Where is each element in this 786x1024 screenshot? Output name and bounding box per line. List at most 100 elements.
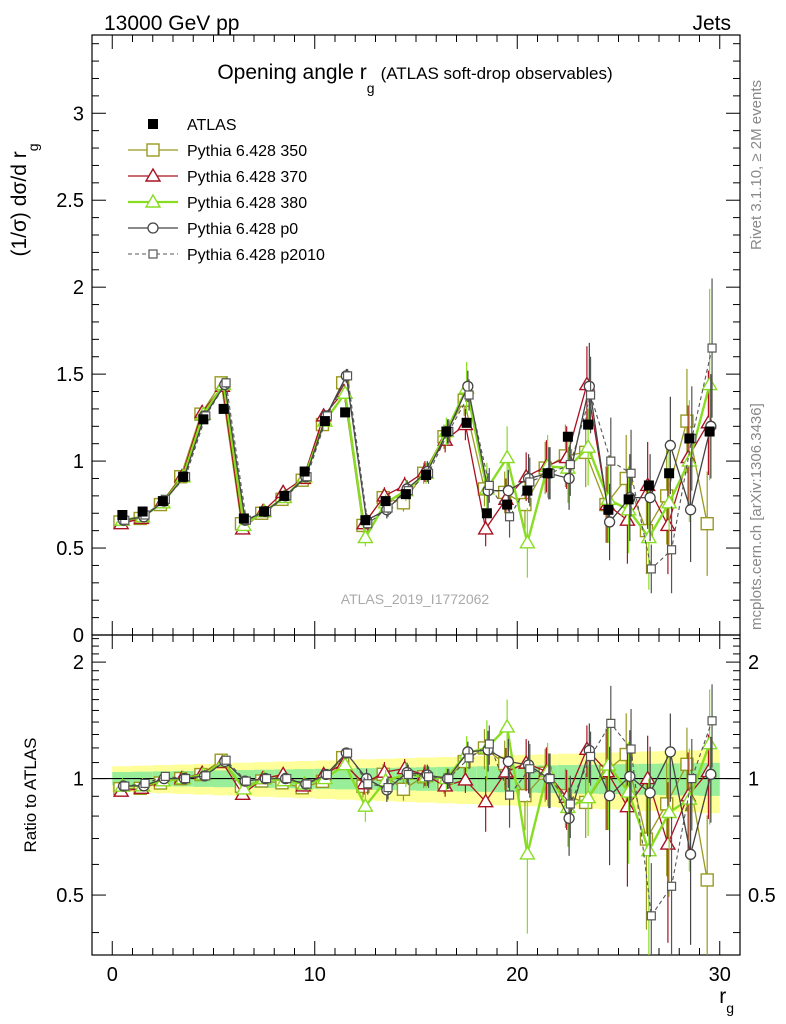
ratio-series-point <box>423 772 434 782</box>
data-point <box>522 485 533 496</box>
ratio-tick-label: 1 <box>748 769 759 791</box>
ratio-series-point <box>403 769 413 780</box>
data-point <box>562 431 573 442</box>
series-3 <box>117 342 717 945</box>
legend-label: Pythia 6.428 p2010 <box>187 247 325 264</box>
legend-marker <box>144 167 162 182</box>
series-1 <box>112 346 717 943</box>
chart-title: Opening angle rg (ATLAS soft-drop observa… <box>217 61 612 96</box>
main-series-point <box>680 414 694 428</box>
legend-label: Pythia 6.428 380 <box>187 195 307 212</box>
data-point <box>117 510 128 520</box>
x-tick-label: 30 <box>709 964 731 986</box>
data-point <box>218 403 229 414</box>
ratio-tick-label: 2 <box>73 652 84 674</box>
main-series-point <box>477 520 494 535</box>
x-axis-label-main: r <box>719 985 726 1008</box>
ratio-series-point <box>565 799 575 809</box>
header-jets: Jets <box>692 12 731 35</box>
header-collision: 13000 GeV pp <box>104 12 239 35</box>
ratio-series-point <box>383 782 393 793</box>
ratio-series-point <box>342 748 353 758</box>
y-tick-label: 0 <box>73 625 84 647</box>
data-point <box>279 490 290 501</box>
y-tick-label: 2 <box>73 277 84 299</box>
side-rivet-label: Rivet 3.1.10, ≥ 2M events <box>748 80 765 250</box>
data-point <box>137 506 148 517</box>
main-series-point <box>644 491 656 504</box>
main-series-point <box>221 378 231 388</box>
y-tick-label: 1 <box>73 451 84 473</box>
ratio-series-point <box>504 790 515 800</box>
data-point <box>583 419 594 430</box>
ratio-series-point <box>563 812 575 824</box>
data-point <box>360 515 371 526</box>
y-tick-label: 0.5 <box>56 538 84 560</box>
ratio-series-point <box>545 773 555 784</box>
ratio-series-point <box>357 797 374 812</box>
ratio-series-point <box>241 776 251 786</box>
main-series-point <box>600 490 617 506</box>
legend-label: Pythia 6.428 350 <box>187 143 307 160</box>
ratio-series-point <box>684 848 697 860</box>
ratio-series-point <box>664 746 676 758</box>
main-series-point <box>626 468 636 478</box>
x-tick-label: 0 <box>107 964 118 986</box>
series-0 <box>113 368 714 955</box>
main-series-point <box>606 456 616 466</box>
main-series-point <box>464 390 474 400</box>
ratio-series-point <box>666 881 677 891</box>
ratio-series-point <box>477 793 494 808</box>
x-tick-label: 20 <box>506 964 528 986</box>
y-axis-label-main: (1/σ) dσ/d r <box>8 151 31 256</box>
data-point <box>319 416 330 427</box>
main-series-point <box>583 380 595 392</box>
y-axis-label: (1/σ) dσ/d rg <box>8 143 41 256</box>
x-axis-label-sub: g <box>726 1000 734 1016</box>
legend-marker <box>148 119 158 129</box>
ratio-series-point <box>640 842 658 857</box>
ratio-series-point <box>457 771 474 786</box>
data-point <box>643 480 654 491</box>
ratio-series-point <box>160 771 170 782</box>
main-series-point <box>525 477 535 487</box>
chart-title-sub: g <box>367 80 375 96</box>
main-series-point <box>502 485 514 497</box>
legend: ATLAS Pythia 6.428 350 Pythia 6.428 370 Pyt… <box>128 117 325 264</box>
legend-marker <box>144 193 162 208</box>
ratio-series-point <box>585 751 596 762</box>
data-point <box>238 513 249 524</box>
main-series-point <box>504 512 515 522</box>
x-tick-label: 10 <box>304 964 326 986</box>
data-point <box>664 468 675 479</box>
ratio-series-point <box>681 790 698 805</box>
ratio-series-point <box>235 780 253 795</box>
data-point <box>603 504 614 515</box>
main-series-point <box>519 534 536 549</box>
data-point <box>299 466 310 477</box>
ratio-series-point <box>396 782 411 796</box>
ratio-series-point <box>201 771 211 781</box>
ratio-series-point <box>302 779 312 789</box>
main-series-point <box>619 511 636 526</box>
side-mcplots-label: mcplots.cern.ch [arXiv:1306.3436] <box>748 403 765 630</box>
axis-ticks: 0 10 20 30 0 0.5 1 1.5 2 2.5 3 0.5 0.5 1 1 2 2 <box>56 35 776 986</box>
ratio-series-point <box>484 739 494 749</box>
data-point <box>340 407 351 418</box>
data-point <box>684 433 695 444</box>
series-4 <box>120 278 717 955</box>
ratio-series-point <box>606 718 616 728</box>
data-point <box>481 508 492 519</box>
main-series-point <box>585 390 596 400</box>
ratio-series-point <box>620 783 637 798</box>
data-series <box>117 403 715 526</box>
ratio-series-point <box>680 757 694 772</box>
legend-label: Pythia 6.428 370 <box>187 169 307 186</box>
ratio-series-point <box>646 911 656 921</box>
analysis-watermark: ATLAS_2019_I1772062 <box>341 591 490 607</box>
ratio-tick-label: 2 <box>748 652 759 674</box>
ratio-series-point <box>701 735 718 750</box>
legend-label: ATLAS <box>187 117 237 134</box>
main-series-point <box>640 529 658 544</box>
data-point <box>400 489 411 500</box>
